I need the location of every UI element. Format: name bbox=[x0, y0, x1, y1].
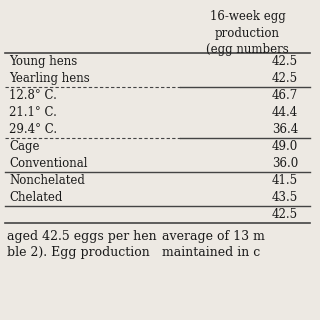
Text: 49.0: 49.0 bbox=[272, 140, 298, 153]
Text: aged 42.5 eggs per hen: aged 42.5 eggs per hen bbox=[7, 230, 156, 243]
Text: 16-week egg
production
(egg numbers: 16-week egg production (egg numbers bbox=[206, 10, 289, 56]
Text: Young hens: Young hens bbox=[9, 55, 77, 68]
Text: 43.5: 43.5 bbox=[272, 191, 298, 204]
Text: 44.4: 44.4 bbox=[272, 106, 298, 119]
Text: 42.5: 42.5 bbox=[272, 72, 298, 85]
Text: 29.4° C.: 29.4° C. bbox=[9, 123, 57, 136]
Text: 36.4: 36.4 bbox=[272, 123, 298, 136]
Text: 41.5: 41.5 bbox=[272, 174, 298, 187]
Text: 12.8° C.: 12.8° C. bbox=[9, 89, 57, 102]
Text: Yearling hens: Yearling hens bbox=[9, 72, 90, 85]
Text: 42.5: 42.5 bbox=[272, 55, 298, 68]
Text: Cage: Cage bbox=[9, 140, 39, 153]
Text: 21.1° C.: 21.1° C. bbox=[9, 106, 57, 119]
Text: ble 2). Egg production: ble 2). Egg production bbox=[7, 246, 150, 259]
Text: Nonchelated: Nonchelated bbox=[9, 174, 85, 187]
Text: Conventional: Conventional bbox=[9, 157, 87, 170]
Text: 36.0: 36.0 bbox=[272, 157, 298, 170]
Text: average of 13 m: average of 13 m bbox=[162, 230, 265, 243]
Text: 46.7: 46.7 bbox=[272, 89, 298, 102]
Text: 42.5: 42.5 bbox=[272, 208, 298, 221]
Text: Chelated: Chelated bbox=[9, 191, 62, 204]
Text: maintained in c: maintained in c bbox=[162, 246, 260, 259]
